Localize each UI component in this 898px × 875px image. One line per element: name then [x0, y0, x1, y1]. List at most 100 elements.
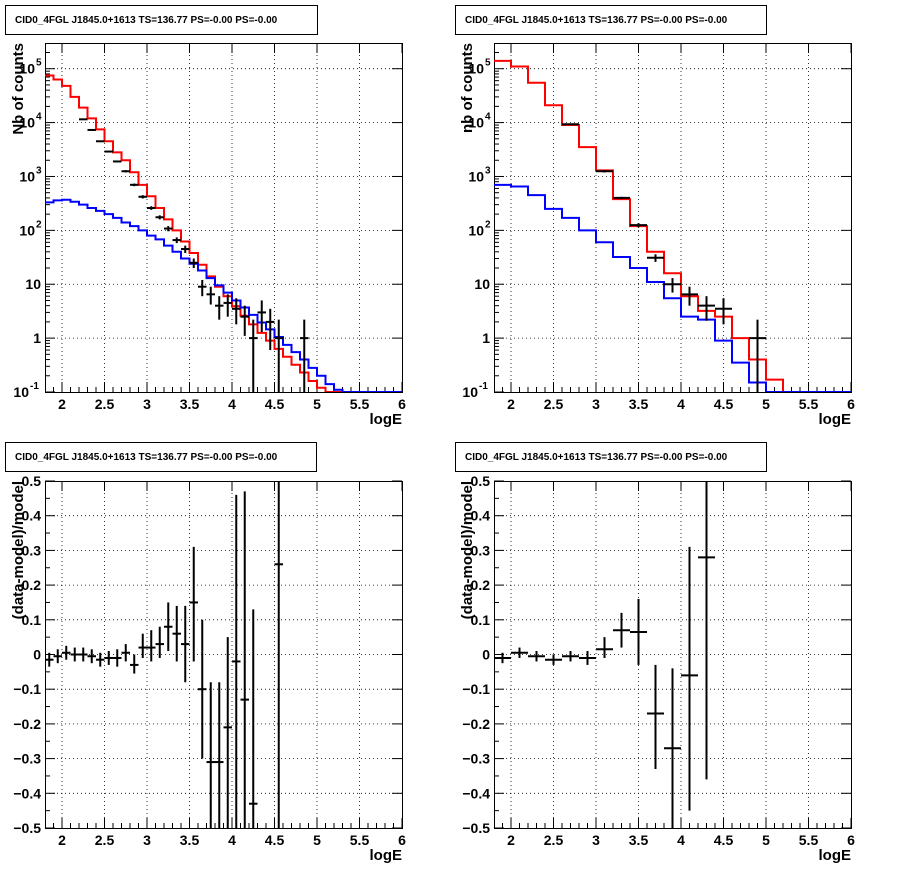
data-point	[647, 254, 664, 262]
x-tick-label: 4	[677, 396, 685, 412]
data-point	[130, 654, 139, 674]
y-tick-label: −0.3	[13, 751, 41, 767]
data-point	[53, 649, 62, 664]
data-point	[596, 170, 613, 173]
chart-top-left: CID0_4FGL J1845.0+1613 TS=136.77 PS=-0.0…	[5, 5, 406, 428]
y-tick-label: 0.2	[22, 577, 42, 593]
data-point	[189, 546, 198, 662]
data-point	[96, 652, 105, 667]
y-tick-exponent: 2	[36, 219, 42, 230]
y-tick-label: 1	[33, 330, 41, 346]
data-point	[45, 652, 54, 667]
x-axis-label: logE	[370, 847, 403, 864]
plot-area	[494, 59, 851, 392]
y-tick-label: 1	[482, 330, 490, 346]
x-tick-label: 3	[592, 396, 600, 412]
y-tick-exponent: 2	[485, 219, 491, 230]
x-tick-label: 5.5	[350, 832, 370, 848]
x-tick-label: 6	[847, 832, 855, 848]
data-point	[613, 612, 630, 648]
data-point	[249, 609, 258, 828]
data-point	[647, 664, 664, 770]
x-tick-label: 4.5	[714, 396, 734, 412]
x-tick-label: 3	[143, 396, 151, 412]
x-axis-label: logE	[370, 411, 403, 428]
x-tick-label: 2	[58, 396, 66, 412]
y-tick-label: 0.5	[22, 473, 42, 489]
plot-area	[45, 74, 402, 392]
y-tick-label: −0.5	[13, 820, 41, 836]
x-tick-label: 2.5	[544, 832, 564, 848]
data-point	[240, 491, 249, 828]
data-point	[579, 651, 596, 665]
x-tick-label: 4.5	[714, 832, 734, 848]
data-point	[113, 649, 122, 667]
data-point	[494, 652, 511, 664]
data-point	[274, 319, 283, 392]
y-axis-label: (data-model)/model	[459, 481, 476, 619]
y-tick-label: 10	[19, 222, 35, 238]
data-point	[198, 619, 207, 759]
data-point	[274, 481, 283, 828]
data-point	[240, 305, 249, 336]
chart-bottom-right: CID0_4FGL J1845.0+1613 TS=136.77 PS=-0.0…	[455, 442, 855, 864]
y-tick-exponent: 5	[36, 58, 42, 69]
y-tick-label: −0.3	[462, 751, 490, 767]
data-point	[596, 637, 613, 658]
y-tick-exponent: 3	[485, 165, 491, 176]
data-point	[698, 296, 715, 321]
y-tick-exponent: 5	[485, 58, 491, 69]
data-point	[511, 647, 528, 658]
chart-top-right: CID0_4FGL J1845.0+1613 TS=136.77 PS=-0.0…	[455, 5, 855, 428]
y-tick-label: −0.5	[462, 820, 490, 836]
data-point	[138, 633, 147, 658]
y-tick-label: 0.2	[471, 577, 491, 593]
data-point	[189, 258, 198, 269]
data-point	[664, 668, 681, 828]
data-point	[147, 630, 156, 662]
x-tick-label: 5	[313, 832, 321, 848]
data-point	[562, 651, 579, 662]
chart-bottom-left: CID0_4FGL J1845.0+1613 TS=136.77 PS=-0.0…	[5, 442, 406, 864]
y-tick-label: −0.1	[13, 681, 41, 697]
chart-title-box	[5, 442, 317, 472]
data-point	[698, 481, 715, 780]
data-point	[206, 682, 215, 828]
y-tick-label: −0.4	[462, 785, 490, 801]
data-point	[215, 682, 224, 828]
y-tick-label: 10	[13, 384, 29, 400]
data-point	[206, 286, 215, 305]
data-point	[223, 294, 232, 317]
y-tick-exponent: -1	[479, 381, 488, 392]
plot-frame	[45, 43, 403, 393]
total-model-histogram	[45, 74, 402, 392]
chart-title: CID0_4FGL J1845.0+1613 TS=136.77 PS=-0.0…	[465, 452, 728, 463]
y-tick-label: 0.4	[471, 508, 491, 524]
total-model-histogram	[494, 59, 851, 392]
y-tick-label: 10	[462, 384, 478, 400]
x-tick-label: 5	[313, 396, 321, 412]
background-model-histogram	[494, 183, 851, 392]
data-point	[749, 319, 766, 392]
data-point	[181, 605, 190, 683]
data-point	[62, 645, 71, 660]
data-point	[630, 223, 647, 228]
x-tick-label: 2	[58, 832, 66, 848]
x-axis-label: logE	[819, 847, 852, 864]
y-tick-exponent: 3	[36, 165, 42, 176]
data-point	[172, 605, 181, 662]
plot-area	[494, 481, 715, 828]
chart-title: CID0_4FGL J1845.0+1613 TS=136.77 PS=-0.0…	[15, 15, 278, 26]
x-tick-label: 6	[398, 396, 406, 412]
data-point	[147, 206, 156, 210]
y-tick-label: 0.1	[471, 612, 491, 628]
y-tick-label: 0	[482, 647, 490, 663]
y-tick-exponent: 4	[36, 112, 42, 123]
chart-title-box	[5, 5, 318, 35]
y-tick-label: −0.2	[13, 716, 41, 732]
y-tick-label: −0.1	[462, 681, 490, 697]
data-point	[96, 140, 105, 143]
y-tick-label: −0.4	[13, 785, 41, 801]
x-tick-label: 4	[228, 396, 236, 412]
x-tick-label: 2.5	[544, 396, 564, 412]
